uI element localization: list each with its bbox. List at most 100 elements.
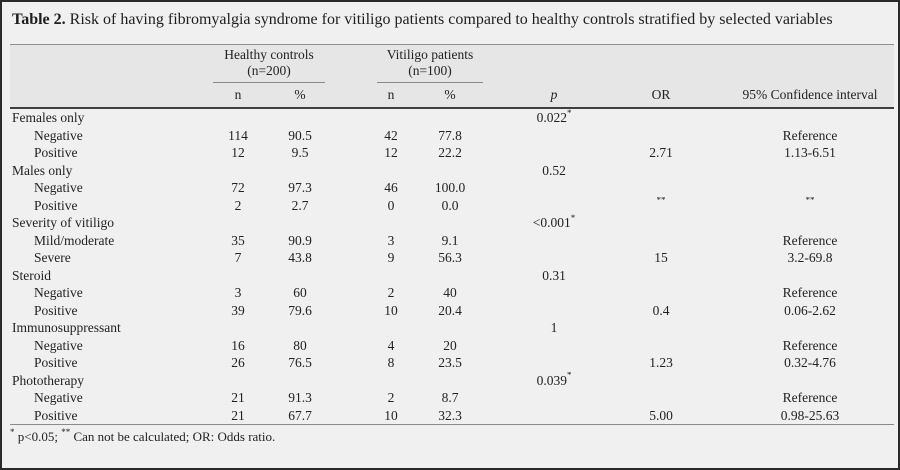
cell-spacer — [331, 214, 371, 232]
cell-hc-n: 26 — [231, 355, 245, 371]
cell-vp-n — [371, 162, 411, 180]
cell-or — [619, 232, 703, 250]
cell-vp-pct: 32.3 — [438, 407, 462, 423]
ci-column-header: 95% Confidence interval — [742, 87, 878, 102]
data-row: Severe 7 43.8 9 56.3 15 3.2-69.8 — [10, 249, 894, 267]
footnote-sup-2: ** — [61, 426, 71, 437]
cell-hc-n: 114 — [228, 127, 248, 143]
cell-vp-n: 4 — [387, 337, 395, 353]
healthy-controls-header: Healthy controls (n=200) — [207, 45, 331, 83]
cell-vp-pct — [411, 267, 489, 285]
group-row: Phototherapy 0.039* — [10, 372, 894, 390]
table-caption-text: Risk of having fibromyalgia syndrome for… — [65, 11, 833, 28]
cell-vp-pct: 40 — [443, 285, 457, 301]
cell-p: 1 — [550, 320, 558, 336]
cell-hc-pct: 90.9 — [288, 232, 312, 248]
cell-hc-n: 12 — [231, 145, 245, 161]
cell-spacer — [703, 197, 726, 215]
cell-spacer — [703, 214, 726, 232]
cell-ci — [726, 214, 894, 232]
cell-spacer — [703, 372, 726, 390]
cell-spacer — [331, 319, 371, 337]
data-row: Positive 12 9.5 12 22.2 2.71 1.13-6.51 — [10, 144, 894, 162]
cell-vp-n — [371, 108, 411, 127]
cell-p — [489, 249, 619, 267]
cell-vp-n: 3 — [387, 232, 395, 248]
data-row: Positive 26 76.5 8 23.5 1.23 0.32-4.76 — [10, 354, 894, 372]
header-group-row: Healthy controls (n=200) Vitiligo patien… — [10, 45, 894, 102]
cell-label: Severity of vitiligo — [12, 215, 114, 231]
cell-vp-n: 46 — [384, 180, 398, 196]
cell-spacer — [331, 354, 371, 372]
table-caption: Table 2. Risk of having fibromyalgia syn… — [12, 9, 888, 31]
cell-vp-pct: 9.1 — [441, 232, 459, 248]
cell-label: Immunosuppressant — [12, 320, 121, 336]
cell-hc-pct: 80 — [293, 337, 307, 353]
cell-label: Positive — [34, 145, 78, 161]
cell-hc-pct: 97.3 — [288, 180, 312, 196]
cell-p: 0.039* — [536, 371, 572, 388]
header-sub-row: n % n % — [10, 83, 894, 108]
vitiligo-patients-header: Vitiligo patients (n=100) — [371, 45, 489, 83]
cell-ci: 3.2-69.8 — [787, 250, 833, 266]
data-row: Negative 16 80 4 20 Reference — [10, 337, 894, 355]
cell-vp-pct: 23.5 — [438, 355, 462, 371]
cell-hc-pct — [269, 214, 331, 232]
cell-or: 0.4 — [652, 302, 670, 318]
cell-p — [489, 389, 619, 407]
cell-or — [619, 214, 703, 232]
cell-label: Positive — [34, 407, 78, 423]
data-row: Positive 21 67.7 10 32.3 5.00 0.98-25.63 — [10, 407, 894, 425]
cell-vp-pct: 22.2 — [438, 145, 462, 161]
cell-or — [619, 179, 703, 197]
cell-or — [619, 389, 703, 407]
cell-spacer — [331, 179, 371, 197]
cell-hc-n — [207, 267, 269, 285]
cell-vp-n: 10 — [384, 302, 398, 318]
vitiligo-patients-label: Vitiligo patients — [386, 47, 474, 62]
healthy-controls-n: (n=200) — [247, 63, 291, 78]
cell-ci: Reference — [782, 285, 838, 301]
cell-vp-pct — [411, 214, 489, 232]
cell-vp-n — [371, 267, 411, 285]
cell-p: <0.001* — [532, 214, 576, 231]
footnote-text-1: p<0.05; — [14, 429, 62, 444]
cell-label: Negative — [34, 390, 83, 406]
cell-spacer — [331, 232, 371, 250]
cell-hc-n: 35 — [231, 232, 245, 248]
cell-or — [619, 284, 703, 302]
cell-spacer — [703, 284, 726, 302]
cell-vp-pct — [411, 319, 489, 337]
cell-ci: 0.98-25.63 — [780, 407, 840, 423]
cell-vp-n — [371, 372, 411, 390]
table-header: Healthy controls (n=200) Vitiligo patien… — [10, 44, 895, 108]
cell-vp-pct: 20 — [443, 337, 457, 353]
cell-vp-pct — [411, 372, 489, 390]
cell-hc-n — [207, 319, 269, 337]
group-row: Severity of vitiligo <0.001* — [10, 214, 894, 232]
cell-label: Phototherapy — [12, 372, 84, 388]
cell-p — [489, 232, 619, 250]
cell-vp-n: 2 — [387, 390, 395, 406]
hc-pct-header: % — [294, 87, 306, 102]
data-row: Negative 72 97.3 46 100.0 — [10, 179, 894, 197]
cell-hc-n: 39 — [231, 302, 245, 318]
cell-spacer — [331, 127, 371, 145]
cell-or: 15 — [654, 250, 668, 266]
cell-vp-pct: 20.4 — [438, 302, 462, 318]
cell-p — [489, 337, 619, 355]
cell-or — [619, 162, 703, 180]
stub-header — [10, 45, 207, 109]
cell-label: Negative — [34, 127, 83, 143]
cell-hc-n: 16 — [231, 337, 245, 353]
cell-hc-pct: 43.8 — [288, 250, 312, 266]
cell-hc-pct: 2.7 — [291, 197, 309, 213]
cell-or — [619, 372, 703, 390]
cell-vp-pct — [411, 108, 489, 127]
data-row: Positive 39 79.6 10 20.4 0.4 0.06-2.62 — [10, 302, 894, 320]
cell-spacer — [331, 302, 371, 320]
cell-hc-pct — [269, 162, 331, 180]
cell-spacer — [703, 162, 726, 180]
cell-vp-pct: 77.8 — [438, 127, 462, 143]
cell-spacer — [703, 179, 726, 197]
